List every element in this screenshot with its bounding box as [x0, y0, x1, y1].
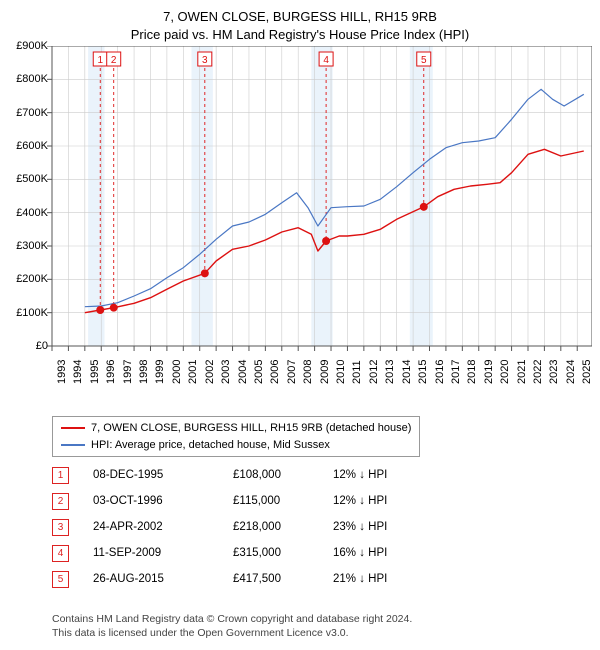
x-tick-label: 1997	[122, 360, 134, 384]
x-tick-label: 2011	[351, 360, 363, 384]
x-tick-label: 1994	[72, 360, 84, 384]
sale-diff: 16% ↓ HPI	[333, 547, 433, 559]
sale-price: £417,500	[233, 573, 333, 585]
sales-row: 4 11-SEP-2009£315,00016% ↓ HPI	[52, 540, 433, 566]
x-tick-label: 2012	[368, 360, 380, 384]
x-tick-label: 2025	[581, 360, 593, 384]
sales-table: 108-DEC-1995£108,00012% ↓ HPI203-OCT-199…	[52, 462, 433, 592]
x-tick-label: 2005	[253, 360, 265, 384]
y-tick-label: £500K	[8, 173, 48, 185]
svg-text:3: 3	[202, 55, 208, 66]
footer: Contains HM Land Registry data © Crown c…	[52, 612, 412, 640]
legend-swatch	[61, 444, 85, 446]
x-tick-label: 2022	[532, 360, 544, 384]
x-tick-label: 2014	[401, 360, 413, 384]
y-tick-label: £300K	[8, 240, 48, 252]
x-tick-label: 1996	[105, 360, 117, 384]
x-tick-label: 2024	[565, 360, 577, 384]
sale-date: 11-SEP-2009	[93, 547, 233, 559]
sale-price: £315,000	[233, 547, 333, 559]
chart-title: 7, OWEN CLOSE, BURGESS HILL, RH15 9RB Pr…	[0, 0, 600, 43]
x-tick-label: 2007	[286, 360, 298, 384]
sale-diff: 12% ↓ HPI	[333, 469, 433, 481]
y-tick-label: £700K	[8, 107, 48, 119]
x-tick-label: 2009	[319, 360, 331, 384]
x-tick-label: 1995	[89, 360, 101, 384]
x-tick-label: 2002	[204, 360, 216, 384]
chart-area: 12 3 4 5 £0 £100K £200K £300K £400K £500K £600K £7…	[8, 46, 592, 410]
legend-swatch	[61, 427, 85, 429]
sale-price: £218,000	[233, 521, 333, 533]
sales-row: 3 24-APR-2002£218,00023% ↓ HPI	[52, 514, 433, 540]
y-tick-label: £900K	[8, 40, 48, 52]
sales-row: 2 03-OCT-1996£115,00012% ↓ HPI	[52, 488, 433, 514]
y-tick-label: £200K	[8, 273, 48, 285]
svg-text:4: 4	[323, 55, 329, 66]
x-tick-label: 2023	[548, 360, 560, 384]
svg-text:5: 5	[421, 55, 427, 66]
y-tick-label: £800K	[8, 73, 48, 85]
x-tick-label: 1993	[56, 360, 68, 384]
x-tick-label: 2015	[417, 360, 429, 384]
sales-row: 1 08-DEC-1995£108,00012% ↓ HPI	[52, 462, 433, 488]
legend-label: 7, OWEN CLOSE, BURGESS HILL, RH15 9RB (d…	[91, 420, 411, 437]
x-tick-label: 2003	[220, 360, 232, 384]
sale-diff: 21% ↓ HPI	[333, 573, 433, 585]
footer-line-1: Contains HM Land Registry data © Crown c…	[52, 612, 412, 626]
y-tick-label: £600K	[8, 140, 48, 152]
y-tick-label: £400K	[8, 207, 48, 219]
x-tick-label: 2008	[302, 360, 314, 384]
x-tick-label: 2004	[237, 360, 249, 384]
footer-line-2: This data is licensed under the Open Gov…	[52, 626, 412, 640]
x-tick-label: 2019	[483, 360, 495, 384]
x-tick-label: 2018	[466, 360, 478, 384]
svg-text:2: 2	[111, 55, 117, 66]
sale-date: 03-OCT-1996	[93, 495, 233, 507]
chart-svg: 12 3 4 5	[8, 46, 592, 410]
x-tick-label: 1998	[138, 360, 150, 384]
sale-marker: 5	[52, 571, 69, 588]
x-tick-label: 2020	[499, 360, 511, 384]
sale-price: £115,000	[233, 495, 333, 507]
sale-diff: 12% ↓ HPI	[333, 495, 433, 507]
title-line-1: 7, OWEN CLOSE, BURGESS HILL, RH15 9RB	[0, 8, 600, 26]
sale-price: £108,000	[233, 469, 333, 481]
sale-diff: 23% ↓ HPI	[333, 521, 433, 533]
x-tick-label: 2006	[269, 360, 281, 384]
sale-marker: 3	[52, 519, 69, 536]
legend: 7, OWEN CLOSE, BURGESS HILL, RH15 9RB (d…	[52, 416, 420, 457]
sale-date: 08-DEC-1995	[93, 469, 233, 481]
legend-row: HPI: Average price, detached house, Mid …	[61, 437, 411, 454]
y-tick-label: £100K	[8, 307, 48, 319]
x-tick-label: 2016	[434, 360, 446, 384]
x-tick-label: 2010	[335, 360, 347, 384]
x-tick-label: 2000	[171, 360, 183, 384]
legend-row: 7, OWEN CLOSE, BURGESS HILL, RH15 9RB (d…	[61, 420, 411, 437]
x-tick-label: 1999	[154, 360, 166, 384]
sale-marker: 1	[52, 467, 69, 484]
sale-date: 26-AUG-2015	[93, 573, 233, 585]
x-tick-label: 2017	[450, 360, 462, 384]
y-tick-label: £0	[8, 340, 48, 352]
svg-text:1: 1	[97, 55, 103, 66]
x-tick-label: 2021	[516, 360, 528, 384]
sale-marker: 4	[52, 545, 69, 562]
sales-row: 5 26-AUG-2015£417,50021% ↓ HPI	[52, 566, 433, 592]
x-tick-label: 2001	[187, 360, 199, 384]
legend-label: HPI: Average price, detached house, Mid …	[91, 437, 330, 454]
sale-marker: 2	[52, 493, 69, 510]
title-line-2: Price paid vs. HM Land Registry's House …	[0, 26, 600, 44]
x-tick-label: 2013	[384, 360, 396, 384]
sale-date: 24-APR-2002	[93, 521, 233, 533]
